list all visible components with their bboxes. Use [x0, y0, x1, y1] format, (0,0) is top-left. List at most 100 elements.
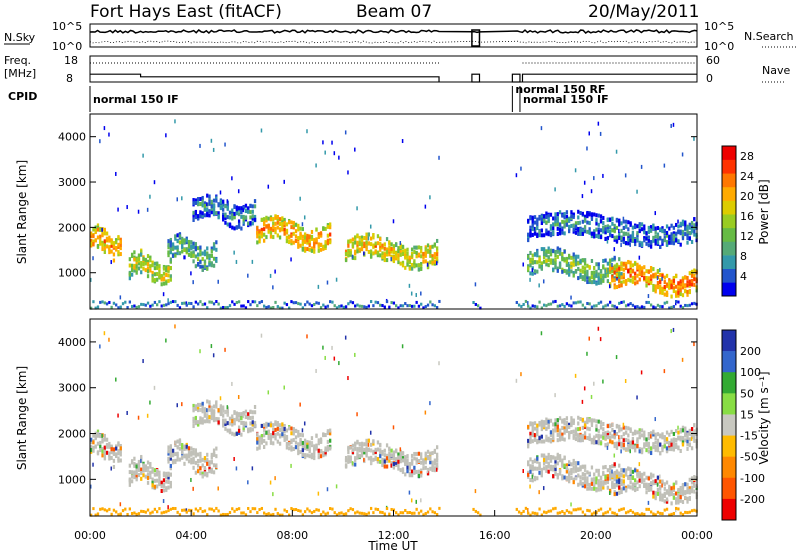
velocity-cell-825	[319, 439, 323, 444]
velocity-cell-94	[117, 449, 120, 454]
power-cell-2090	[668, 306, 671, 310]
power-cell-1257	[536, 217, 539, 222]
velocity-cell-1814	[622, 442, 625, 447]
velocity-cell-1078	[406, 511, 409, 515]
velocity-cell-1550	[586, 479, 589, 484]
power-cell-1283	[540, 215, 543, 220]
velocity-cell-1950	[645, 442, 648, 447]
velocity-cell-1011	[385, 507, 389, 511]
velocity-cell-2167	[681, 436, 685, 441]
power-cell-453	[210, 138, 213, 143]
velocity-cell-1341	[549, 439, 553, 444]
power-cell-191	[151, 276, 154, 281]
power-cell-1866	[631, 225, 635, 230]
velocity-cell-1532	[583, 472, 587, 477]
velocity-cell-497	[219, 513, 223, 517]
velocity-cell-1727	[613, 482, 616, 487]
velocity-cell-285	[176, 445, 179, 450]
power-cell-213	[158, 264, 161, 269]
power-cell-1172	[435, 249, 439, 254]
power-cell-97	[117, 235, 120, 240]
velocity-cell-1248	[533, 511, 537, 515]
velocity-cell-1972	[649, 481, 653, 486]
velocity-cell-586	[247, 427, 250, 432]
velocity-cell-1764	[615, 513, 619, 517]
velocity-cell-1218	[529, 435, 532, 440]
velocity-cell-1465	[572, 465, 575, 470]
velocity-cell-1828	[624, 447, 628, 452]
power-cell-1983	[652, 287, 655, 292]
power-cell-749	[297, 236, 300, 241]
velocity-cell-2228	[693, 489, 696, 494]
velocity-cell-314	[185, 444, 188, 449]
velocity-cell-728	[290, 431, 293, 436]
velocity-cell-190	[151, 467, 154, 472]
power-cell-334	[192, 259, 195, 264]
power-cell-425	[206, 207, 209, 212]
power-ytick-label-0: 1000	[58, 267, 86, 280]
velocity-cell-1501	[577, 415, 580, 420]
power-cell-1279	[540, 247, 543, 252]
velocity-cell-2195	[686, 432, 689, 437]
velocity-cell-1816	[622, 438, 625, 443]
velocity-cell-1428	[565, 420, 569, 425]
velocity-cell-238	[165, 510, 168, 514]
velocity-cell-169	[144, 464, 147, 469]
velocity-cell-1676	[606, 476, 610, 481]
power-cell-1101	[413, 304, 416, 308]
velocity-cell-1129	[422, 461, 425, 466]
freq-label: Freq.	[4, 54, 31, 67]
power-cell-1112	[417, 267, 421, 272]
power-cell-1347	[552, 260, 555, 265]
velocity-cell-1254	[536, 466, 539, 471]
power-cell-1211	[529, 258, 532, 263]
velocity-cell-126	[133, 456, 136, 461]
time-tick-label-1: 04:00	[175, 529, 207, 542]
power-cell-301	[181, 239, 184, 244]
power-cell-664	[269, 306, 273, 310]
velocity-cell-30	[99, 440, 102, 445]
velocity-cell-594	[249, 409, 252, 414]
velocity-cell-308	[183, 454, 186, 459]
velocity-cell-309	[183, 444, 186, 449]
power-cell-1493	[577, 266, 580, 271]
velocity-cell-723	[288, 513, 291, 517]
power-cell-1780	[618, 222, 621, 227]
velocity-cell-707	[283, 437, 286, 442]
power-cell-2117	[672, 122, 675, 127]
power-cell-349	[194, 264, 198, 269]
power-cell-2239	[693, 136, 695, 141]
power-cell-1749	[615, 276, 619, 281]
velocity-cell-2194	[686, 442, 689, 447]
power-colorbar-cell-5	[722, 214, 736, 229]
velocity-cell-1437	[568, 477, 571, 482]
velocity-cell-438	[208, 400, 211, 405]
power-cell-1240	[533, 269, 537, 274]
power-cell-2146	[677, 300, 680, 304]
power-cell-51	[103, 239, 106, 244]
power-cell-1541	[583, 214, 587, 219]
power-cell-647	[265, 235, 268, 240]
power-cell-1802	[620, 235, 623, 240]
power-cell-1339	[549, 212, 553, 217]
velocity-cell-2172	[681, 357, 684, 362]
power-cell-2008	[654, 306, 657, 310]
power-cell-1055	[399, 241, 402, 246]
power-cell-2187	[686, 292, 689, 297]
power-cell-130	[133, 268, 136, 273]
velocity-cell-1408	[561, 510, 564, 514]
power-cell-1500	[577, 228, 580, 233]
velocity-cell-851	[326, 487, 329, 492]
velocity-cell-994	[381, 449, 384, 454]
power-cell-798	[310, 304, 314, 308]
power-cell-426	[206, 202, 208, 207]
power-cell-2068	[665, 290, 669, 295]
power-cell-1426	[565, 269, 569, 274]
velocity-cell-1474	[572, 433, 575, 438]
velocity-cell-1391	[558, 431, 562, 436]
velocity-cell-1308	[545, 455, 548, 460]
velocity-cell-269	[171, 460, 175, 465]
power-cell-791	[308, 302, 311, 306]
velocity-cell-1776	[618, 473, 621, 478]
power-cell-936	[363, 241, 366, 246]
